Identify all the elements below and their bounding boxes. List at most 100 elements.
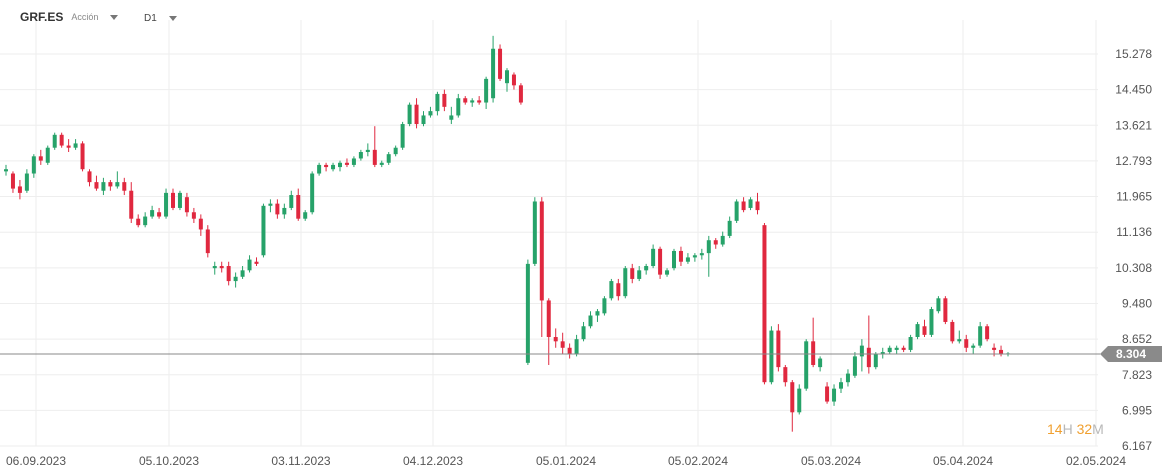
candle-body[interactable] (678, 250, 683, 262)
candle-body[interactable] (929, 309, 934, 335)
candle-body[interactable] (247, 259, 252, 271)
candle-body[interactable] (393, 147, 398, 155)
candle-body[interactable] (101, 182, 106, 191)
candle-body[interactable] (442, 93, 447, 107)
candle-body[interactable] (122, 182, 127, 191)
candle-body[interactable] (219, 266, 224, 269)
candle-body[interactable] (741, 201, 746, 211)
candle-body[interactable] (797, 388, 802, 413)
candle-body[interactable] (539, 201, 544, 301)
candle-body[interactable] (755, 201, 760, 211)
candle-body[interactable] (470, 100, 475, 103)
candle-body[interactable] (866, 347, 871, 368)
candle-body[interactable] (136, 218, 141, 226)
candle-body[interactable] (706, 240, 711, 254)
candle-body[interactable] (164, 192, 169, 217)
candle-body[interactable] (971, 345, 976, 348)
candle-body[interactable] (24, 173, 29, 191)
candle-body[interactable] (498, 48, 503, 79)
candle-body[interactable] (338, 162, 342, 168)
candle-body[interactable] (713, 240, 718, 245)
candle-body[interactable] (310, 173, 315, 213)
candle-body[interactable] (233, 276, 238, 282)
candle-body[interactable] (324, 164, 329, 168)
candle-body[interactable] (769, 330, 774, 383)
candle-body[interactable] (908, 337, 913, 350)
candle-body[interactable] (651, 248, 656, 267)
candle-body[interactable] (978, 326, 983, 346)
candle-body[interactable] (31, 156, 36, 174)
candle-body[interactable] (17, 186, 22, 193)
candle-body[interactable] (880, 352, 885, 355)
candle-body[interactable] (157, 212, 162, 217)
candle-body[interactable] (985, 326, 990, 340)
candle-body[interactable] (783, 367, 788, 383)
candle-body[interactable] (672, 250, 676, 269)
candle-body[interactable] (748, 199, 753, 208)
candle-body[interactable] (226, 266, 231, 282)
candle-body[interactable] (177, 192, 182, 208)
candle-body[interactable] (282, 207, 287, 215)
candle-body[interactable] (73, 143, 78, 148)
candle-body[interactable] (66, 145, 71, 148)
candle-body[interactable] (839, 382, 843, 389)
candle-body[interactable] (115, 182, 120, 187)
candle-body[interactable] (936, 298, 941, 312)
candle-body[interactable] (588, 315, 593, 327)
candle-body[interactable] (602, 298, 607, 314)
candle-body[interactable] (4, 169, 8, 172)
candle-body[interactable] (184, 197, 189, 213)
candle-body[interactable] (852, 356, 857, 376)
candle-body[interactable] (915, 324, 920, 338)
candle-body[interactable] (727, 220, 732, 236)
candle-body[interactable] (532, 201, 537, 264)
candle-body[interactable] (845, 373, 850, 383)
candle-body[interactable] (776, 330, 781, 368)
candle-body[interactable] (832, 388, 837, 402)
candle-body[interactable] (87, 171, 92, 183)
candle-body[interactable] (894, 347, 899, 350)
candle-body[interactable] (317, 164, 322, 174)
candle-body[interactable] (414, 104, 419, 125)
candle-body[interactable] (386, 154, 391, 163)
candle-body[interactable] (630, 268, 635, 279)
candle-body[interactable] (964, 339, 969, 348)
candle-body[interactable] (191, 212, 196, 219)
candle-body[interactable] (351, 158, 356, 165)
candle-body[interactable] (699, 253, 704, 256)
candle-body[interactable] (59, 134, 64, 146)
candle-body[interactable] (873, 354, 878, 368)
candle-body[interactable] (261, 205, 266, 256)
candle-body[interactable] (658, 248, 663, 275)
candle-body[interactable] (992, 347, 997, 350)
chevron-down-icon[interactable] (168, 16, 177, 21)
candle-body[interactable] (692, 255, 697, 258)
candle-body[interactable] (38, 156, 43, 161)
candle-body[interactable] (665, 270, 670, 275)
candle-body[interactable] (344, 162, 349, 165)
candle-body[interactable] (720, 235, 725, 245)
candle-body[interactable] (553, 337, 558, 342)
candle-body[interactable] (275, 203, 280, 215)
candle-body[interactable] (922, 326, 927, 335)
candle-body[interactable] (818, 358, 823, 368)
candle-body[interactable] (546, 300, 551, 338)
candle-body[interactable] (143, 216, 148, 226)
candle-body[interactable] (511, 74, 516, 86)
candle-body[interactable] (623, 268, 628, 297)
candle-body[interactable] (331, 164, 336, 170)
candle-body[interactable] (595, 311, 600, 316)
candle-body[interactable] (685, 257, 690, 262)
candle-body[interactable] (45, 147, 50, 163)
candle-body[interactable] (428, 111, 433, 116)
candle-body[interactable] (171, 192, 175, 208)
candle-body[interactable] (94, 182, 99, 189)
candle-body[interactable] (567, 347, 572, 355)
candle-body[interactable] (379, 162, 384, 165)
candle-body[interactable] (289, 195, 294, 208)
candle-body[interactable] (205, 229, 210, 254)
candle-body[interactable] (616, 283, 621, 297)
symbol-selector[interactable]: GRF.ES Acción (20, 10, 119, 24)
